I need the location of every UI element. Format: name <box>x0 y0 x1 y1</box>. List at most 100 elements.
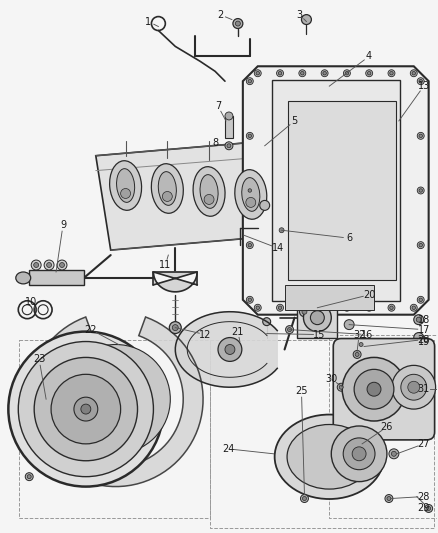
Circle shape <box>277 225 286 235</box>
Circle shape <box>256 71 259 75</box>
Circle shape <box>233 19 243 29</box>
Text: 15: 15 <box>313 329 325 340</box>
Circle shape <box>172 325 178 330</box>
Circle shape <box>18 342 153 477</box>
Circle shape <box>304 304 331 332</box>
Bar <box>339 344 429 434</box>
Circle shape <box>8 332 163 487</box>
Ellipse shape <box>158 172 177 205</box>
Circle shape <box>401 374 427 400</box>
Text: 1: 1 <box>145 17 152 27</box>
Circle shape <box>367 382 381 396</box>
Text: 23: 23 <box>33 354 46 365</box>
Circle shape <box>410 304 417 311</box>
Ellipse shape <box>275 415 384 499</box>
Circle shape <box>366 304 373 311</box>
Text: 10: 10 <box>25 297 37 307</box>
Bar <box>285 285 374 310</box>
Circle shape <box>263 318 271 326</box>
Circle shape <box>34 358 138 461</box>
Circle shape <box>248 79 251 83</box>
Text: 18: 18 <box>417 314 430 325</box>
Circle shape <box>162 191 172 201</box>
Circle shape <box>286 326 293 334</box>
Polygon shape <box>153 272 197 292</box>
Text: 28: 28 <box>417 491 430 502</box>
Circle shape <box>344 320 354 329</box>
Circle shape <box>34 263 39 268</box>
Circle shape <box>246 132 253 139</box>
FancyBboxPatch shape <box>333 338 434 440</box>
Circle shape <box>427 506 431 511</box>
Circle shape <box>425 504 433 512</box>
Circle shape <box>57 260 67 270</box>
Circle shape <box>302 309 307 314</box>
Circle shape <box>74 397 98 421</box>
Circle shape <box>388 70 395 77</box>
Ellipse shape <box>46 273 60 283</box>
Circle shape <box>120 189 131 198</box>
Circle shape <box>218 337 242 361</box>
Circle shape <box>254 304 261 311</box>
Circle shape <box>417 78 424 85</box>
Circle shape <box>323 306 326 310</box>
Text: 26: 26 <box>381 422 393 432</box>
Circle shape <box>321 304 328 311</box>
Circle shape <box>248 298 251 302</box>
Circle shape <box>246 187 253 194</box>
Polygon shape <box>243 66 429 314</box>
Circle shape <box>225 344 235 354</box>
Circle shape <box>246 296 253 303</box>
Circle shape <box>408 381 420 393</box>
Ellipse shape <box>242 177 260 211</box>
Circle shape <box>300 307 309 317</box>
Polygon shape <box>28 317 203 487</box>
Circle shape <box>352 447 366 461</box>
Text: 8: 8 <box>212 138 218 148</box>
Circle shape <box>278 71 282 75</box>
Circle shape <box>31 260 41 270</box>
Bar <box>29 270 84 285</box>
Circle shape <box>225 142 233 150</box>
Circle shape <box>345 71 349 75</box>
Circle shape <box>343 70 350 77</box>
Circle shape <box>342 358 406 421</box>
Bar <box>225 116 233 138</box>
Text: 25: 25 <box>295 386 308 396</box>
Polygon shape <box>175 312 277 387</box>
Circle shape <box>278 306 282 310</box>
Circle shape <box>60 263 64 268</box>
Circle shape <box>392 365 436 409</box>
Text: 16: 16 <box>361 329 373 340</box>
Ellipse shape <box>200 175 218 208</box>
Ellipse shape <box>287 424 371 489</box>
Circle shape <box>419 189 423 192</box>
Text: 32: 32 <box>353 329 365 340</box>
Circle shape <box>225 112 233 120</box>
Circle shape <box>321 70 328 77</box>
Text: 3: 3 <box>297 10 303 20</box>
Text: 22: 22 <box>85 325 97 335</box>
Text: 21: 21 <box>232 327 244 336</box>
Circle shape <box>343 438 375 470</box>
Circle shape <box>170 321 181 334</box>
Circle shape <box>416 317 421 322</box>
Circle shape <box>414 314 424 325</box>
Polygon shape <box>272 80 400 301</box>
Circle shape <box>248 134 251 138</box>
Ellipse shape <box>16 272 31 284</box>
Circle shape <box>417 132 424 139</box>
Text: 30: 30 <box>325 374 337 384</box>
Ellipse shape <box>117 168 134 203</box>
Circle shape <box>300 495 308 503</box>
Circle shape <box>299 304 306 311</box>
Circle shape <box>227 144 231 148</box>
Circle shape <box>27 475 31 479</box>
Bar <box>297 298 337 337</box>
Text: 7: 7 <box>215 101 221 111</box>
Circle shape <box>388 304 395 311</box>
Circle shape <box>248 189 251 192</box>
Circle shape <box>299 70 306 77</box>
Circle shape <box>81 404 91 414</box>
Circle shape <box>355 352 359 357</box>
